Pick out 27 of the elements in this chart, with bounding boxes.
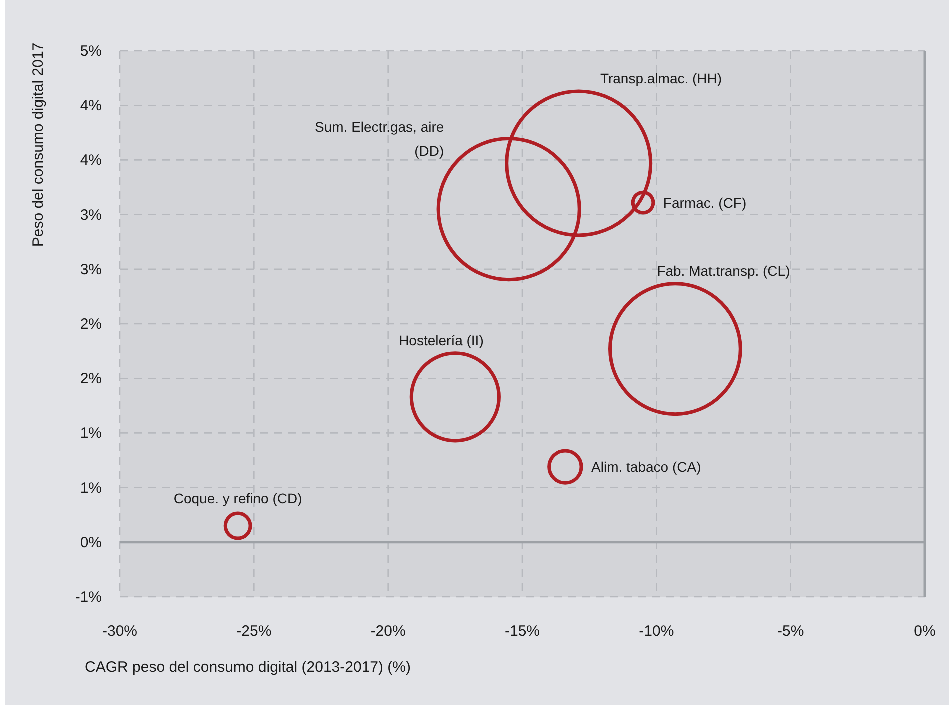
x-axis-title: CAGR peso del consumo digital (2013-2017) (%) bbox=[85, 659, 411, 676]
series-label: Hostelería (II) bbox=[399, 332, 484, 348]
y-tick-label: 3% bbox=[80, 206, 102, 224]
x-tick-label: -10% bbox=[639, 623, 674, 640]
y-tick-label: -1% bbox=[75, 589, 102, 606]
series-label: Transp.almac. (HH) bbox=[600, 70, 722, 86]
series-label: Fab. Mat.transp. (CL) bbox=[657, 262, 790, 279]
y-tick-label: 4% bbox=[80, 98, 102, 115]
y-axis-title: Peso del consumo digital 2017 bbox=[30, 42, 47, 248]
x-tick-label: -20% bbox=[370, 623, 406, 640]
x-tick-label: -5% bbox=[777, 623, 804, 640]
y-tick-label: 2% bbox=[80, 370, 102, 388]
series-label: Farmac. (CF) bbox=[663, 194, 747, 211]
y-tick-label: 0% bbox=[80, 534, 102, 552]
x-tick-label: -30% bbox=[102, 623, 138, 640]
series-label: Coque. y refino (CD) bbox=[174, 490, 302, 507]
y-tick-label: 1% bbox=[80, 480, 102, 497]
x-tick-label: -15% bbox=[504, 623, 540, 640]
y-tick-label: 5% bbox=[80, 43, 102, 60]
y-tick-label: 1% bbox=[80, 425, 102, 442]
y-tick-label: 4% bbox=[80, 152, 102, 170]
x-tick-label: 0% bbox=[914, 623, 936, 640]
series-label: Sum. Electr.gas, aire (DD) bbox=[315, 118, 444, 159]
x-tick-label: -25% bbox=[236, 623, 272, 640]
y-tick-label: 2% bbox=[80, 316, 102, 333]
y-tick-label: 3% bbox=[80, 261, 102, 278]
series-label: Alim. tabaco (CA) bbox=[592, 459, 702, 476]
